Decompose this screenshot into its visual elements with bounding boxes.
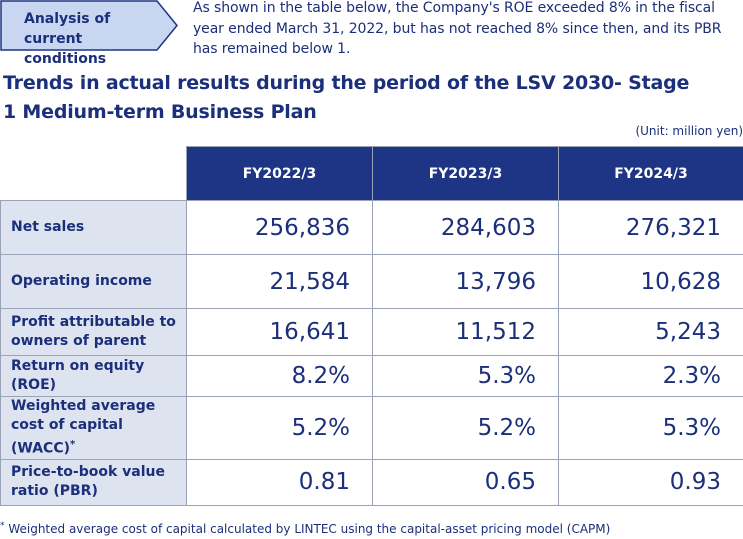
column-header: FY2024/3 [558,146,743,201]
footnote-marker: * [70,439,76,450]
row-label-wacc: Weighted average cost of capital (WACC)* [0,396,187,460]
table-cell: 10,628 [558,254,743,309]
column-header: FY2022/3 [186,146,373,201]
table-cell: 0.65 [372,458,559,506]
tag-arrow-shape [0,0,178,51]
table-cell: 13,796 [372,254,559,309]
row-label: Profit attributable to owners of parent [0,308,187,356]
unit-note: (Unit: million yen) [635,124,743,138]
table-cell: 0.93 [558,458,743,506]
table-cell: 5.3% [372,355,559,397]
table-row: Weighted average cost of capital (WACC)*… [0,396,743,460]
table-cell: 5.2% [186,396,373,460]
table-cell: 5,243 [558,308,743,356]
section-tag: Analysis of current conditions [0,0,178,67]
footnote-mark: * [0,521,5,531]
table-cell: 11,512 [372,308,559,356]
row-label: Operating income [0,254,187,309]
table-cell: 0.81 [186,458,373,506]
intro-paragraph: As shown in the table below, the Company… [193,0,722,57]
results-table: FY2022/3 FY2023/3 FY2024/3 Net sales 256… [0,146,743,506]
table-row: Return on equity (ROE) 8.2% 5.3% 2.3% [0,355,743,397]
footnote: * Weighted average cost of capital calcu… [0,521,610,536]
table-row: Net sales 256,836 284,603 276,321 [0,200,743,255]
row-label: Net sales [0,200,187,255]
table-cell: 8.2% [186,355,373,397]
table-row: Profit attributable to owners of parent … [0,308,743,356]
row-label: Return on equity (ROE) [0,355,187,397]
section-tag-label: Analysis of current conditions [24,11,111,67]
table-cell: 16,641 [186,308,373,356]
table-corner [0,146,187,201]
footnote-text: Weighted average cost of capital calcula… [8,522,611,536]
row-label-text: Weighted average cost of capital (WACC) [11,398,156,457]
table-cell: 256,836 [186,200,373,255]
table-cell: 21,584 [186,254,373,309]
row-label: Price-to-book value ratio (PBR) [0,458,187,506]
table-header-row: FY2022/3 FY2023/3 FY2024/3 [0,146,743,201]
table-cell: 2.3% [558,355,743,397]
table-cell: 284,603 [372,200,559,255]
table-row: Operating income 21,584 13,796 10,628 [0,254,743,309]
table-cell: 5.3% [558,396,743,460]
section-heading: Trends in actual results during the peri… [3,72,690,123]
table-row: Price-to-book value ratio (PBR) 0.81 0.6… [0,458,743,506]
column-header: FY2023/3 [372,146,559,201]
table-cell: 276,321 [558,200,743,255]
table-cell: 5.2% [372,396,559,460]
